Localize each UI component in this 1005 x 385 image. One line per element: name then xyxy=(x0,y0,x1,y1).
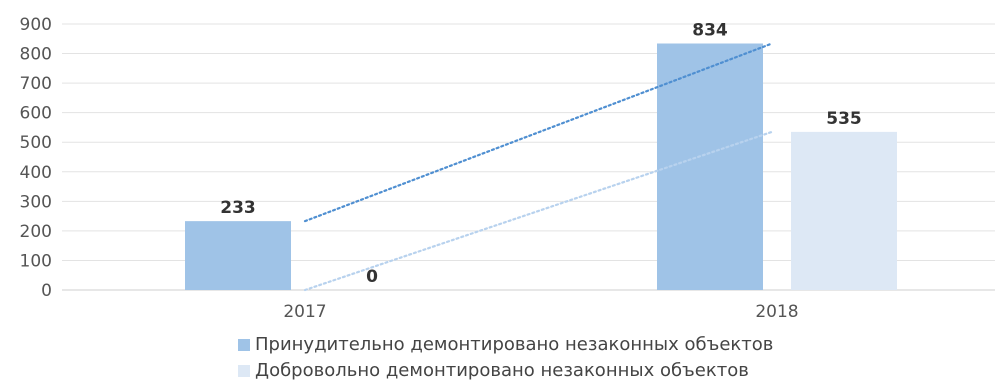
data-label: 834 xyxy=(692,21,728,41)
legend-item-voluntary: Добровольно демонтировано незаконных объ… xyxy=(238,360,878,381)
trendline xyxy=(303,130,774,292)
y-tick-label: 600 xyxy=(20,104,52,124)
trendline xyxy=(303,42,774,223)
y-axis: 0 100 200 300 400 500 600 700 800 900 xyxy=(20,15,52,301)
y-tick-label: 0 xyxy=(41,281,52,301)
y-tick-label: 900 xyxy=(20,15,52,35)
legend-label-voluntary: Добровольно демонтировано незаконных объ… xyxy=(255,360,749,381)
legend-swatch-voluntary xyxy=(238,364,250,377)
bar xyxy=(657,43,763,290)
legend-swatch-forced xyxy=(238,338,250,351)
data-label: 535 xyxy=(826,109,862,129)
bar xyxy=(791,131,897,290)
y-tick-label: 500 xyxy=(20,133,52,153)
y-tick-label: 200 xyxy=(20,222,52,242)
x-tick-label: 2017 xyxy=(283,302,326,322)
data-label: 233 xyxy=(220,198,256,218)
y-tick-label: 400 xyxy=(20,163,52,183)
legend-item-forced: Принудительно демонтировано незаконных о… xyxy=(238,334,878,355)
y-tick-label: 100 xyxy=(20,251,52,271)
y-tick-label: 800 xyxy=(20,45,52,65)
bar xyxy=(185,221,291,290)
trendlines xyxy=(303,42,774,292)
data-labels: 233 834 0 535 xyxy=(220,21,862,287)
x-tick-label: 2018 xyxy=(755,302,798,322)
legend-label-forced: Принудительно демонтировано незаконных о… xyxy=(255,334,774,355)
y-tick-label: 300 xyxy=(20,192,52,212)
data-label: 0 xyxy=(366,267,378,287)
y-tick-label: 700 xyxy=(20,74,52,94)
x-axis: 2017 2018 xyxy=(283,302,798,322)
bars xyxy=(185,43,897,290)
